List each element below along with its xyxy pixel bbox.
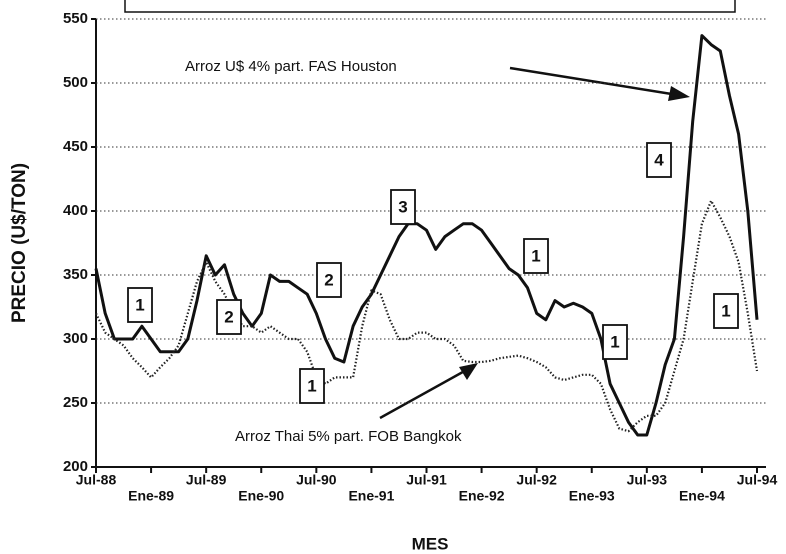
y-tick-label: 250 xyxy=(63,394,88,411)
x-tick-label: Jul-94 xyxy=(737,472,778,488)
x-tick-label: Ene-91 xyxy=(348,488,394,504)
x-tick-label: Ene-89 xyxy=(128,488,174,504)
annotation-box xyxy=(523,238,549,274)
annotation-box xyxy=(602,324,628,360)
header-box xyxy=(124,0,736,13)
x-tick-label: Ene-90 xyxy=(238,488,284,504)
arrow xyxy=(509,66,685,98)
annotation-box xyxy=(316,262,342,298)
y-tick-label: 550 xyxy=(63,10,88,27)
arrow-head xyxy=(459,363,478,380)
annotation-label: 4 xyxy=(654,150,664,169)
annotation-label: 1 xyxy=(721,301,730,320)
annotation-label: 1 xyxy=(531,246,540,265)
annotation-box xyxy=(390,189,416,225)
annotation-box xyxy=(299,368,325,404)
annotation-box xyxy=(646,142,672,178)
x-tick-label: Jul-90 xyxy=(296,472,337,488)
arrow xyxy=(379,366,471,420)
y-tick-label: 350 xyxy=(63,266,88,283)
annotation-box xyxy=(127,287,153,323)
y-axis-label: PRECIO (U$/TON) xyxy=(9,163,30,323)
x-axis-label: MES xyxy=(412,534,449,553)
x-tick-label: Jul-93 xyxy=(627,472,668,488)
annotation-label: 1 xyxy=(307,376,316,395)
y-tick-label: 200 xyxy=(63,458,88,475)
annotation-label: 1 xyxy=(610,332,619,351)
series-line xyxy=(94,34,759,437)
x-tick-label: Jul-88 xyxy=(76,472,117,488)
x-tick-label: Jul-89 xyxy=(186,472,227,488)
y-tick-label: 450 xyxy=(63,138,88,155)
y-tick-label: 400 xyxy=(63,202,88,219)
annotation-label: 1 xyxy=(135,295,144,314)
series-label: Arroz U$ 4% part. FAS Houston xyxy=(185,58,397,75)
series-label: Arroz Thai 5% part. FOB Bangkok xyxy=(235,428,462,445)
x-tick-label: Ene-93 xyxy=(569,488,615,504)
x-tick-label: Jul-91 xyxy=(406,472,447,488)
arrow-head xyxy=(668,86,690,101)
annotation-label: 3 xyxy=(398,197,407,216)
annotation-label: 2 xyxy=(324,270,333,289)
x-tick-label: Ene-94 xyxy=(679,488,725,504)
annotation-box xyxy=(713,293,739,329)
y-tick-label: 500 xyxy=(63,74,88,91)
y-tick-label: 300 xyxy=(63,330,88,347)
x-tick-label: Ene-92 xyxy=(459,488,505,504)
x-tick-label: Jul-92 xyxy=(516,472,557,488)
annotation-box xyxy=(216,299,242,335)
annotation-label: 2 xyxy=(224,307,233,326)
